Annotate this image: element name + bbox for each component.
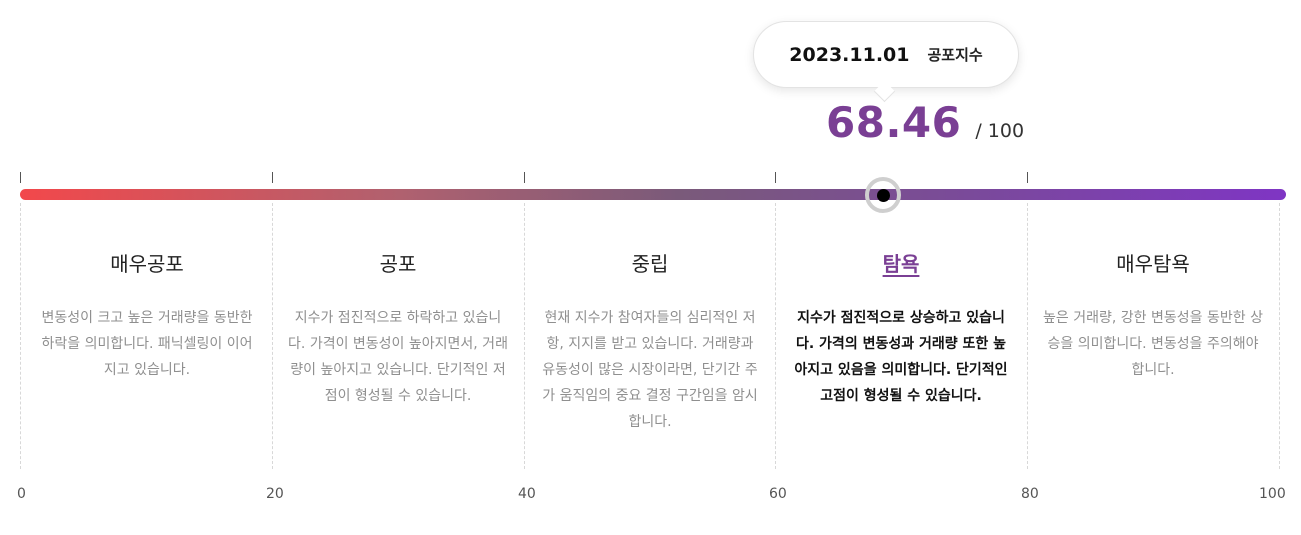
- axis-label-60: 60: [769, 486, 787, 502]
- score-value: 68.46: [826, 98, 962, 147]
- segment-title: 중립: [631, 252, 669, 276]
- gauge-handle-ring[interactable]: [865, 177, 901, 213]
- segment-divider: [524, 203, 525, 469]
- axis-label-100: 100: [1259, 486, 1286, 502]
- segment-divider: [1027, 203, 1028, 469]
- gauge-tick-80: [1027, 172, 1028, 183]
- segment-title-active[interactable]: 탐욕: [882, 252, 920, 276]
- segment-description-active: 지수가 점진적으로 상승하고 있습니다. 가격의 변동성과 거래량 또한 높아지…: [794, 310, 1008, 404]
- date-tooltip: 2023.11.01 공포지수: [753, 21, 1019, 88]
- segment-divider: [775, 203, 776, 469]
- tooltip-date: 2023.11.01: [789, 43, 910, 66]
- axis-label-0: 0: [17, 486, 26, 502]
- gauge-tick-20: [272, 172, 273, 183]
- segment-title: 매우탐욕: [1116, 252, 1190, 276]
- segment-divider: [272, 203, 273, 469]
- axis-label-80: 80: [1021, 486, 1039, 502]
- tooltip-label: 공포지수: [927, 46, 983, 64]
- segment-description: 변동성이 크고 높은 거래량을 동반한 하락을 의미합니다. 패닉셀링이 이어지…: [41, 310, 253, 378]
- score-max: / 100: [975, 120, 1025, 142]
- segment-greed: 탐욕 지수가 점진적으로 상승하고 있습니다. 가격의 변동성과 거래량 또한 …: [790, 248, 1012, 409]
- segment-extreme-greed: 매우탐욕 높은 거래량, 강한 변동성을 동반한 상승을 의미합니다. 변동성을…: [1042, 248, 1264, 383]
- score-readout: 68.46 / 100: [826, 98, 1024, 147]
- segment-fear: 공포 지수가 점진적으로 하락하고 있습니다. 가격이 변동성이 높아지면서, …: [287, 248, 509, 409]
- segment-description: 높은 거래량, 강한 변동성을 동반한 상승을 의미합니다. 변동성을 주의해야…: [1043, 310, 1263, 378]
- segment-neutral: 중립 현재 지수가 참여자들의 심리적인 저항, 지지를 받고 있습니다. 거래…: [539, 248, 761, 435]
- gauge-tick-40: [524, 172, 525, 183]
- segment-extreme-fear: 매우공포 변동성이 크고 높은 거래량을 동반한 하락을 의미합니다. 패닉셀링…: [36, 248, 258, 383]
- segment-title: 매우공포: [110, 252, 184, 276]
- axis-label-20: 20: [266, 486, 284, 502]
- segment-title: 공포: [379, 252, 417, 276]
- gauge-tick-60: [775, 172, 776, 183]
- gauge-track: [20, 189, 1286, 200]
- segment-divider: [20, 203, 21, 469]
- gauge-tick-0: [20, 172, 21, 183]
- segment-description: 지수가 점진적으로 하락하고 있습니다. 가격이 변동성이 높아지면서, 거래량…: [288, 310, 508, 404]
- axis-label-40: 40: [518, 486, 536, 502]
- segment-description: 현재 지수가 참여자들의 심리적인 저항, 지지를 받고 있습니다. 거래량과 …: [542, 310, 758, 430]
- gauge-handle[interactable]: [877, 189, 890, 202]
- segment-divider: [1279, 203, 1280, 469]
